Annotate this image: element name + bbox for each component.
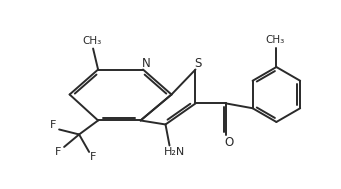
Text: F: F: [55, 147, 61, 157]
Text: H₂N: H₂N: [164, 147, 185, 157]
Text: CH₃: CH₃: [83, 36, 102, 46]
Text: S: S: [194, 57, 202, 70]
Text: F: F: [90, 152, 96, 162]
Text: O: O: [224, 136, 234, 149]
Text: CH₃: CH₃: [266, 35, 285, 45]
Text: N: N: [142, 57, 150, 70]
Text: F: F: [50, 120, 56, 130]
